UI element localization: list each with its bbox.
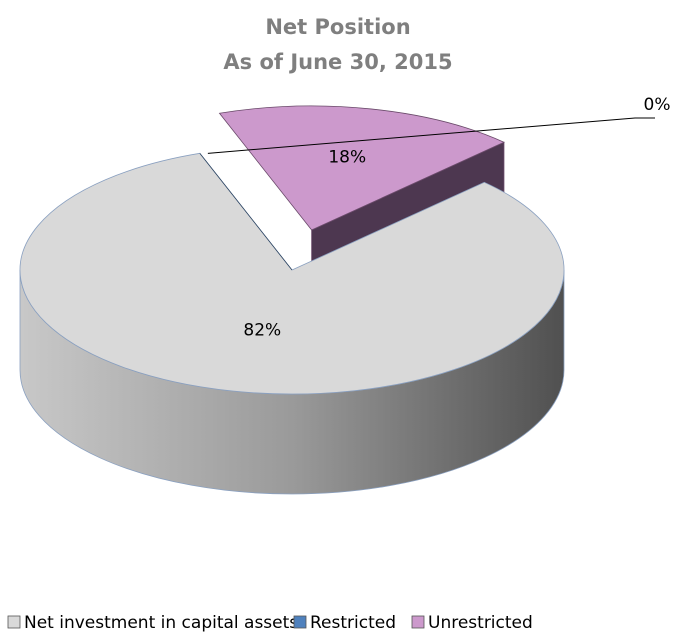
slice [19, 152, 565, 395]
legend-label: Unrestricted [428, 613, 533, 633]
legend-swatch [7, 615, 21, 629]
legend-label: Net investment in capital assets [24, 613, 298, 633]
chart-subtitle: As of June 30, 2015 [223, 50, 452, 74]
data-label: 82% [243, 321, 281, 341]
legend-label: Restricted [310, 613, 396, 633]
data-label: 0% [644, 95, 671, 115]
leader-line [207, 117, 655, 154]
chart-title: Net Position [265, 15, 410, 39]
legend-swatch [411, 615, 425, 629]
slice [218, 105, 505, 231]
pie: 82% 18% 0% [19, 95, 671, 495]
data-label: 18% [328, 147, 366, 167]
legend: Net investment in capital assets Restrict… [7, 613, 533, 633]
legend-swatch [293, 615, 307, 629]
